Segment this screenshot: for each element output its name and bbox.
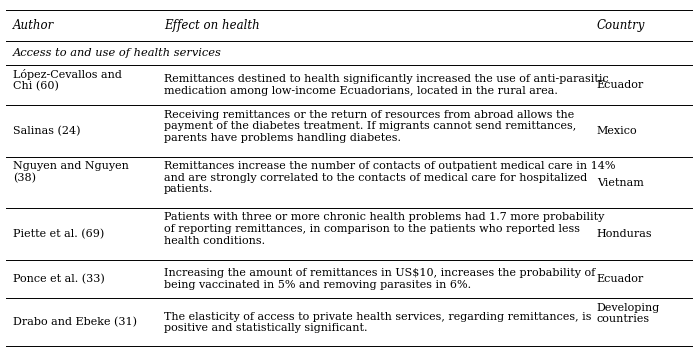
Text: Vietnam: Vietnam — [597, 178, 644, 187]
Text: Author: Author — [13, 19, 54, 32]
Text: The elasticity of access to private health services, regarding remittances, is
p: The elasticity of access to private heal… — [164, 312, 591, 333]
Text: Drabo and Ebeke (31): Drabo and Ebeke (31) — [13, 317, 138, 328]
Text: Patients with three or more chronic health problems had 1.7 more probability
of : Patients with three or more chronic heal… — [164, 212, 604, 246]
Text: Ecuador: Ecuador — [597, 274, 644, 284]
Text: Increasing the amount of remittances in US$10, increases the probability of
bein: Increasing the amount of remittances in … — [164, 268, 595, 290]
Text: Remittances destined to health significantly increased the use of anti-parasitic: Remittances destined to health significa… — [164, 74, 609, 96]
Text: Honduras: Honduras — [597, 229, 653, 239]
Text: López-Cevallos and
Chi (60): López-Cevallos and Chi (60) — [13, 69, 122, 92]
Text: Salinas (24): Salinas (24) — [13, 126, 81, 136]
Text: Piette et al. (69): Piette et al. (69) — [13, 229, 105, 239]
Text: Country: Country — [597, 19, 645, 32]
Text: Developing
countries: Developing countries — [597, 303, 660, 324]
Text: Remittances increase the number of contacts of outpatient medical care in 14%
an: Remittances increase the number of conta… — [164, 161, 616, 194]
Text: Receiving remittances or the return of resources from abroad allows the
payment : Receiving remittances or the return of r… — [164, 110, 577, 143]
Text: Ponce et al. (33): Ponce et al. (33) — [13, 274, 105, 284]
Text: Nguyen and Nguyen
(38): Nguyen and Nguyen (38) — [13, 161, 129, 183]
Text: Effect on health: Effect on health — [164, 19, 260, 32]
Text: Access to and use of health services: Access to and use of health services — [13, 48, 222, 58]
Text: Ecuador: Ecuador — [597, 80, 644, 90]
Text: Mexico: Mexico — [597, 126, 637, 136]
